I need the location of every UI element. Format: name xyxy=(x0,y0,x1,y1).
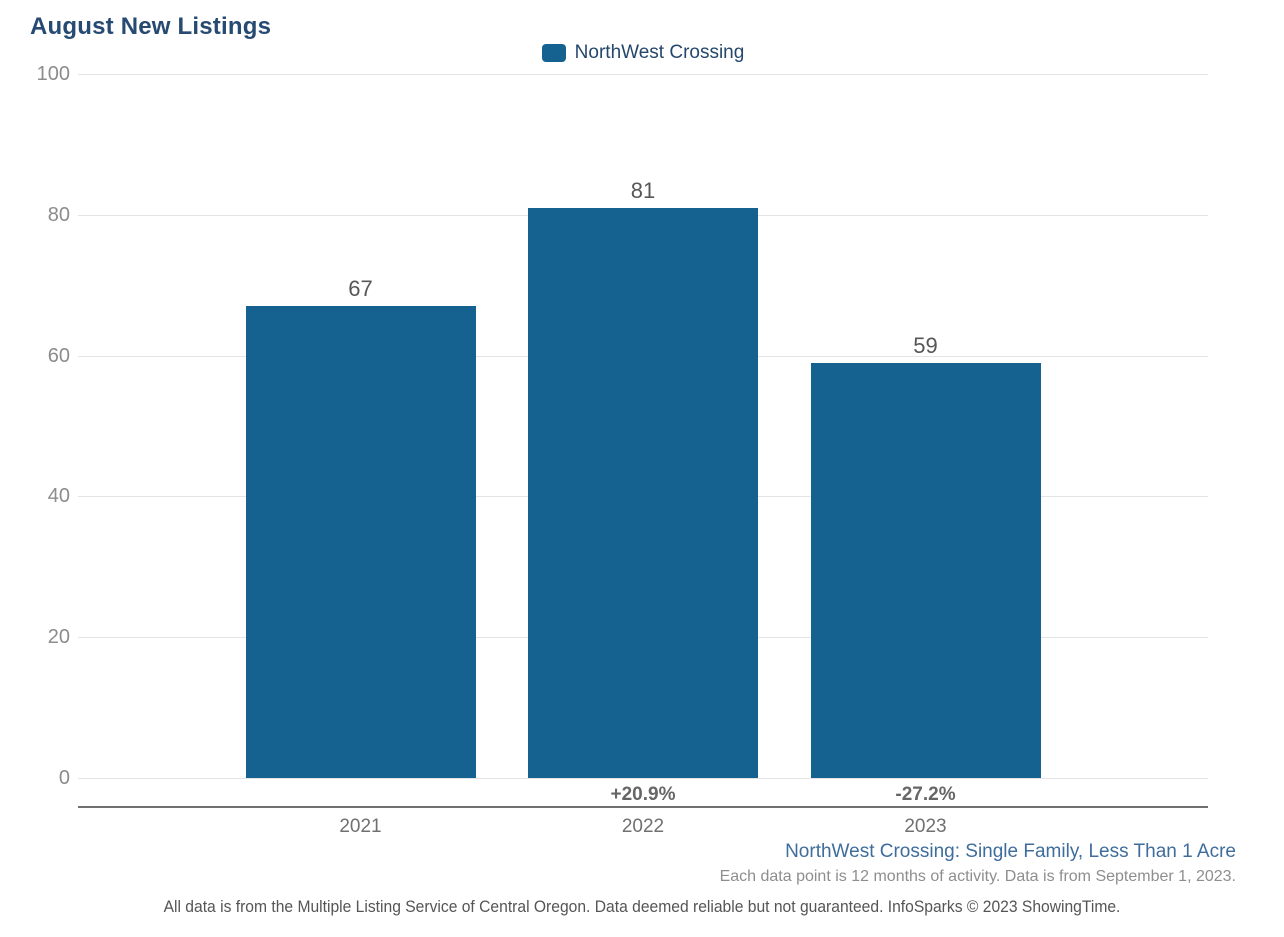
y-axis-tick-label: 60 xyxy=(47,344,70,367)
bar-value-label: 81 xyxy=(630,177,656,203)
gridline xyxy=(78,778,1208,779)
legend-swatch-icon xyxy=(541,44,566,62)
plot-area: 67 2021 81 +20.9% 2022 59 -27.2% 2023 xyxy=(78,74,1208,837)
footer-segment-description: NorthWest Crossing: Single Family, Less … xyxy=(785,841,1236,862)
x-axis-line xyxy=(78,806,1208,808)
bar-value-label: 67 xyxy=(348,276,373,302)
footer-disclaimer: All data is from the Multiple Listing Se… xyxy=(163,897,1121,916)
y-axis-tick-label: 40 xyxy=(47,485,70,508)
bar-2023[interactable] xyxy=(810,362,1041,778)
y-axis: 0 20 40 60 80 100 xyxy=(8,64,70,788)
pct-change-label: -27.2% xyxy=(895,784,956,805)
x-axis-tick-label: 2022 xyxy=(621,816,665,837)
legend: NorthWest Crossing xyxy=(78,42,1208,64)
gridline xyxy=(78,74,1208,75)
y-axis-tick-label: 80 xyxy=(47,203,70,226)
y-axis-tick-label: 20 xyxy=(47,626,70,649)
pct-change-label: +20.9% xyxy=(610,784,676,805)
footer-data-note: Each data point is 12 months of activity… xyxy=(719,868,1236,885)
bar-2021[interactable] xyxy=(245,306,476,778)
page-title: August New Listings xyxy=(30,13,272,40)
x-axis-tick-label: 2023 xyxy=(904,816,947,837)
y-axis-tick-label: 100 xyxy=(36,63,70,85)
legend-label: NorthWest Crossing xyxy=(574,42,745,63)
bar-2022[interactable] xyxy=(528,207,758,778)
x-axis-tick-label: 2021 xyxy=(339,816,382,837)
legend-item-northwest-crossing[interactable]: NorthWest Crossing xyxy=(541,42,745,64)
bar-value-label: 59 xyxy=(913,332,938,358)
y-axis-tick-label: 0 xyxy=(58,767,70,789)
